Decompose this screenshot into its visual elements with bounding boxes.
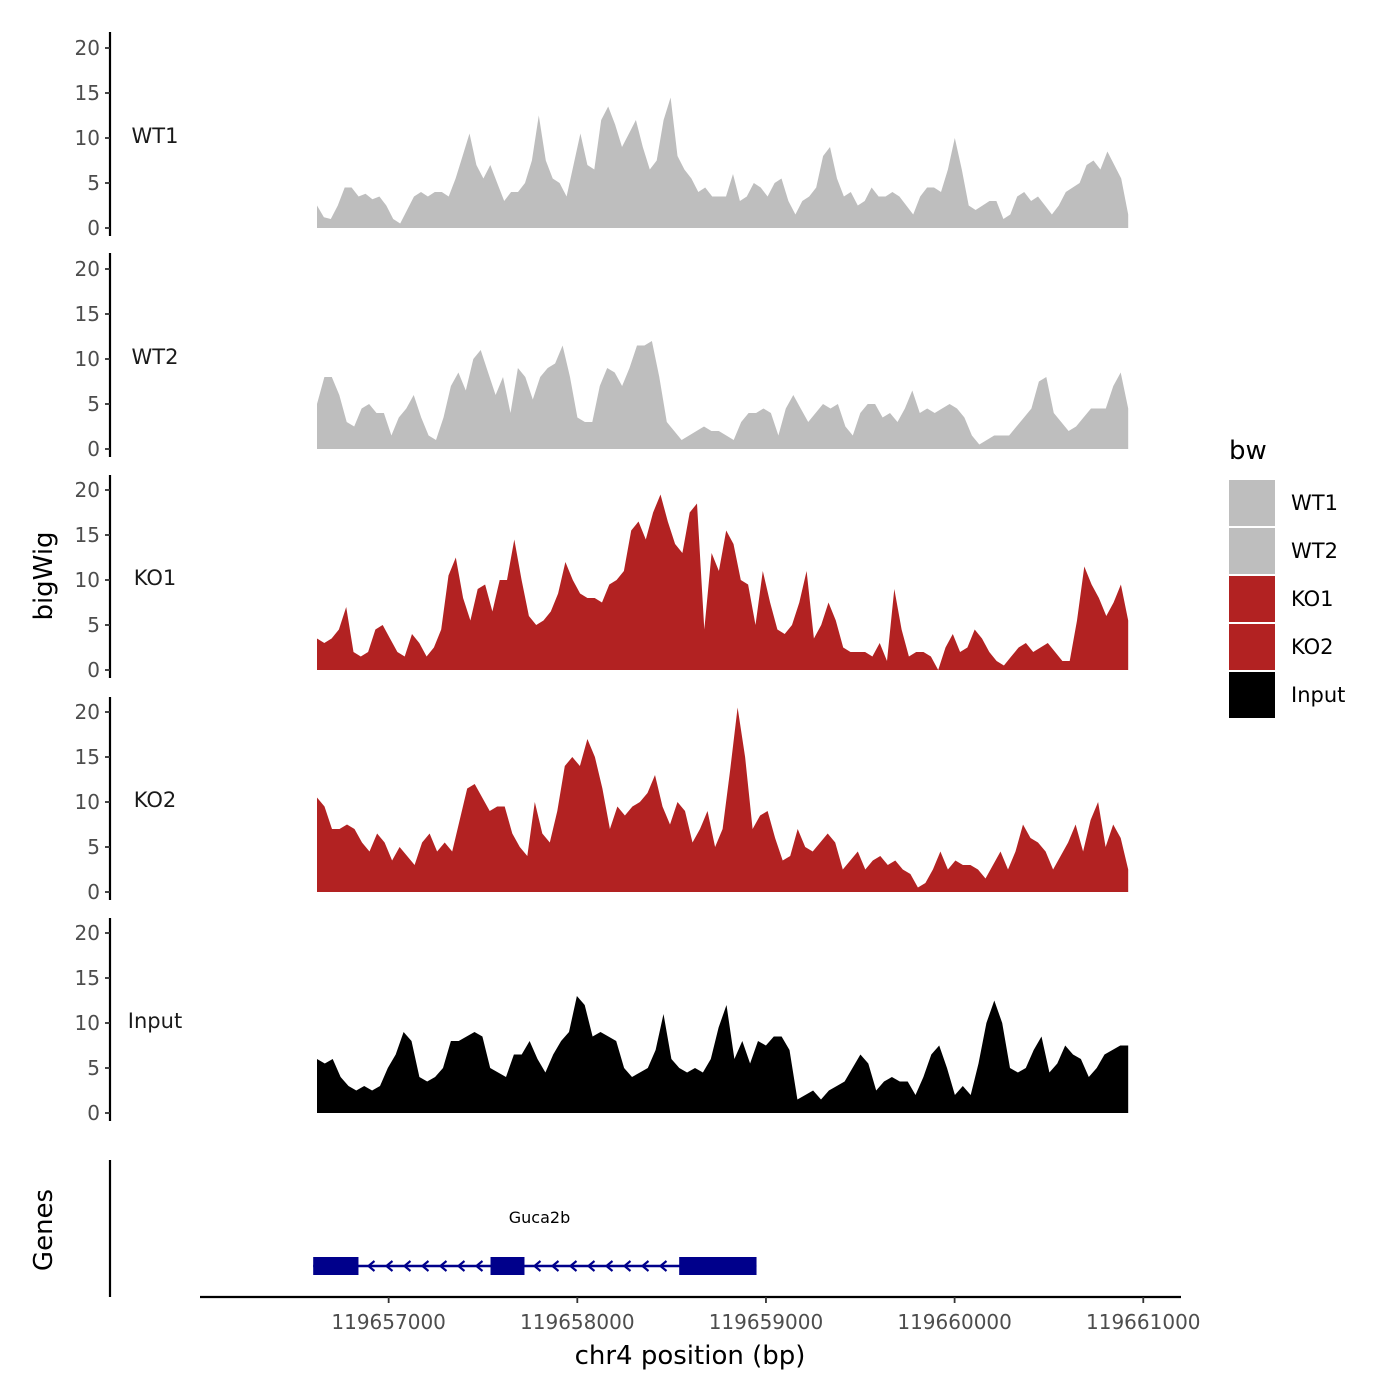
y-tick-label: 5: [87, 613, 100, 637]
gene-name-label: Guca2b: [509, 1208, 570, 1227]
x-tick-label: 119659000: [709, 1310, 824, 1334]
y-tick-label: 10: [75, 790, 100, 814]
area-wt2: [317, 341, 1129, 449]
y-axis-title: bigWig: [29, 531, 59, 620]
strand-arrow: [568, 1260, 578, 1272]
strand-arrow: [550, 1260, 560, 1272]
y-tick-label: 5: [87, 835, 100, 859]
track-label-wt1: WT1: [132, 124, 179, 148]
strand-arrow: [622, 1260, 632, 1272]
x-tick-label: 119661000: [1086, 1310, 1201, 1334]
y-tick-label: 10: [75, 347, 100, 371]
legend-label-ko2: KO2: [1291, 635, 1334, 659]
y-tick-label: 0: [87, 658, 100, 682]
legend-label-wt2: WT2: [1291, 539, 1338, 563]
x-axis: 119657000 119658000 119659000 119660000 1196…: [200, 1295, 1201, 1334]
track-label-input: Input: [128, 1009, 182, 1033]
strand-arrow: [402, 1260, 412, 1272]
y-tick-label: 15: [75, 966, 100, 990]
legend-swatch-wt2: [1229, 528, 1275, 574]
y-tick-label: 0: [87, 437, 100, 461]
y-tick-label: 20: [75, 36, 100, 60]
strand-arrow: [474, 1260, 484, 1272]
strand-arrow: [658, 1260, 668, 1272]
legend-title: bw: [1229, 436, 1267, 466]
legend-swatch-input: [1229, 672, 1275, 718]
legend-swatch-wt1: [1229, 480, 1275, 526]
y-tick-label: 0: [87, 216, 100, 240]
legend-swatch-ko1: [1229, 576, 1275, 622]
y-tick-label: 10: [75, 1011, 100, 1035]
y-tick-label: 5: [87, 1056, 100, 1080]
y-tick-label: 20: [75, 257, 100, 281]
area-ko1: [317, 494, 1129, 670]
bigwig-tracks: 0 5 10 15 20 WT1 0 5 10 15 20 WT2 0 5 10 15 20 KO1 0 5 10 15 2…: [75, 32, 1129, 1125]
x-tick-label: 119658000: [520, 1310, 635, 1334]
strand-arrow: [366, 1260, 376, 1272]
strand-arrow: [384, 1260, 394, 1272]
strand-arrow: [456, 1260, 466, 1272]
strand-arrow: [420, 1260, 430, 1272]
y-tick-label: 20: [75, 478, 100, 502]
x-tick-label: 119660000: [897, 1310, 1012, 1334]
genes-track: Guca2b: [108, 1160, 757, 1297]
y-tick-label: 20: [75, 921, 100, 945]
y-tick-label: 15: [75, 81, 100, 105]
y-tick-label: 5: [87, 171, 100, 195]
track-ko1: 0 5 10 15 20 KO1: [75, 475, 1129, 682]
legend: bw WT1 WT2 KO1 KO2 Input: [1229, 436, 1345, 718]
y-tick-label: 5: [87, 392, 100, 416]
strand-arrow: [532, 1260, 542, 1272]
y-tick-label: 15: [75, 523, 100, 547]
track-wt1: 0 5 10 15 20 WT1: [75, 32, 1129, 240]
legend-label-ko1: KO1: [1291, 587, 1334, 611]
x-axis-title: chr4 position (bp): [575, 1341, 806, 1371]
gene-exon: [490, 1257, 525, 1275]
track-input: 0 5 10 15 20 Input: [75, 918, 1129, 1125]
genes-axis-title: Genes: [29, 1189, 59, 1271]
legend-swatch-ko2: [1229, 624, 1275, 670]
y-tick-label: 0: [87, 1101, 100, 1125]
strand-arrow: [640, 1260, 650, 1272]
y-tick-label: 10: [75, 568, 100, 592]
track-ko2: 0 5 10 15 20 KO2: [75, 697, 1129, 904]
y-tick-label: 10: [75, 126, 100, 150]
track-label-wt2: WT2: [132, 345, 179, 369]
y-tick-label: 15: [75, 745, 100, 769]
area-wt1: [317, 97, 1129, 228]
area-ko2: [317, 707, 1129, 892]
area-input: [317, 996, 1129, 1113]
gene-exon: [679, 1257, 757, 1275]
gene-exon: [313, 1257, 359, 1275]
track-wt2: 0 5 10 15 20 WT2: [75, 253, 1129, 461]
track-label-ko1: KO1: [134, 566, 177, 590]
x-tick-label: 119657000: [331, 1310, 446, 1334]
strand-arrow: [604, 1260, 614, 1272]
y-tick-label: 0: [87, 880, 100, 904]
strand-arrow: [438, 1260, 448, 1272]
y-tick-label: 15: [75, 302, 100, 326]
y-tick-label: 20: [75, 700, 100, 724]
track-label-ko2: KO2: [134, 788, 177, 812]
legend-label-input: Input: [1291, 683, 1345, 707]
legend-label-wt1: WT1: [1291, 491, 1338, 515]
strand-arrow: [586, 1260, 596, 1272]
